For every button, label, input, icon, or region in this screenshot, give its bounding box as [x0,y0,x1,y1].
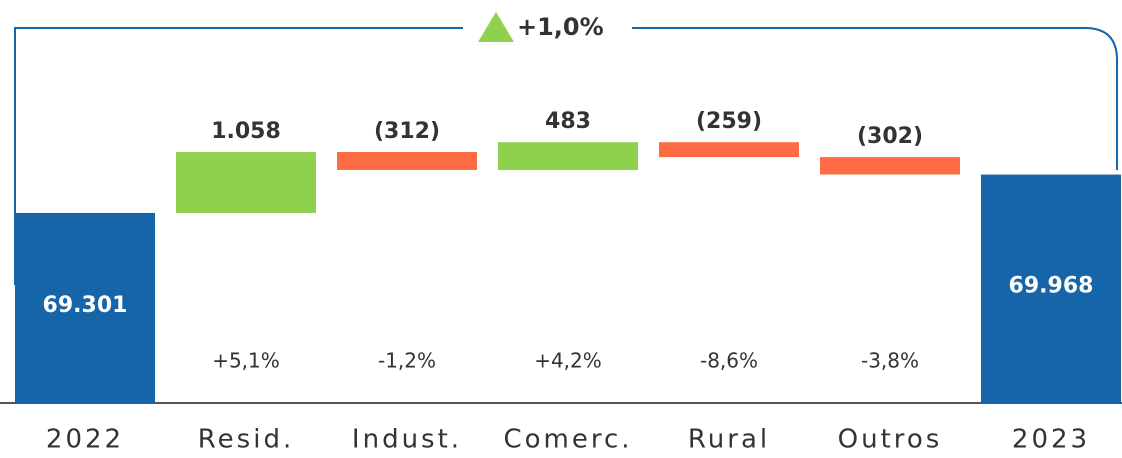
total-bar [981,174,1121,403]
decrease-bar [820,157,960,175]
change-label: +5,1% [212,349,280,373]
x-tick-label: 2022 [46,425,124,455]
up-triangle [478,12,514,42]
x-tick-label: Comerc. [503,425,632,455]
change-label: -8,6% [700,349,758,373]
x-tick-label: Rural [688,425,770,455]
total-change-label: +1,0% [517,13,604,41]
bracket [14,27,1118,285]
value-label: (312) [374,119,440,144]
x-tick-label: Outros [838,425,943,455]
change-label: +4,2% [534,349,602,373]
value-label: (302) [857,124,923,149]
value-label: 483 [545,109,591,134]
value-label: (259) [696,109,762,134]
increase-bar [498,142,638,171]
total-label: 69.968 [1009,273,1094,298]
total-label: 69.301 [43,293,128,318]
change-label: -3,8% [861,349,919,373]
change-label: -1,2% [378,349,436,373]
x-tick-label: Indust. [352,425,462,455]
x-tick-label: 2023 [1012,425,1090,455]
x-tick-label: Resid. [198,425,294,455]
increase-bar [176,152,316,213]
decrease-bar [337,152,477,171]
total-bar [15,212,155,403]
value-label: 1.058 [211,119,281,144]
decrease-bar [659,142,799,158]
